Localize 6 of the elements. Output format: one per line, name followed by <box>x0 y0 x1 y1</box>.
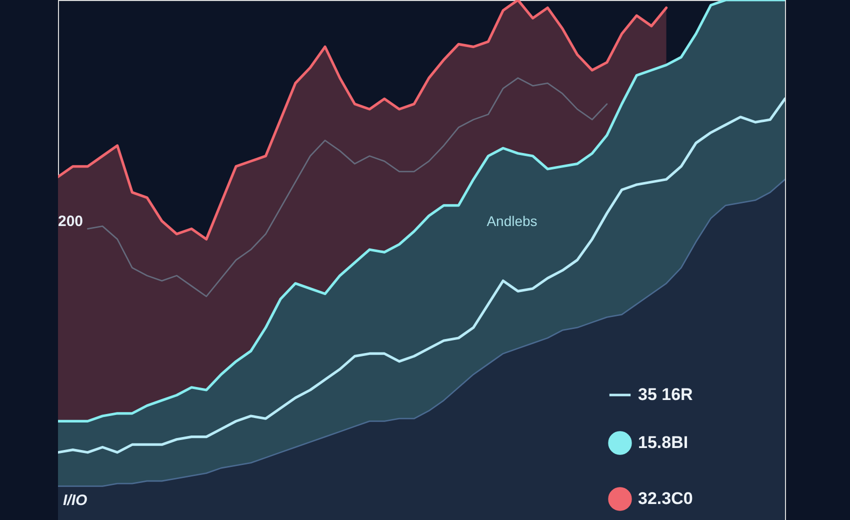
legend-label: 35 16R <box>638 385 693 404</box>
annotation: Andlebs <box>486 213 538 229</box>
annotation: I/IO <box>63 492 88 509</box>
legend-label: 32.3C0 <box>638 489 693 508</box>
legend-label: 15.8BI <box>638 433 688 452</box>
annotation: 200 <box>58 213 84 230</box>
